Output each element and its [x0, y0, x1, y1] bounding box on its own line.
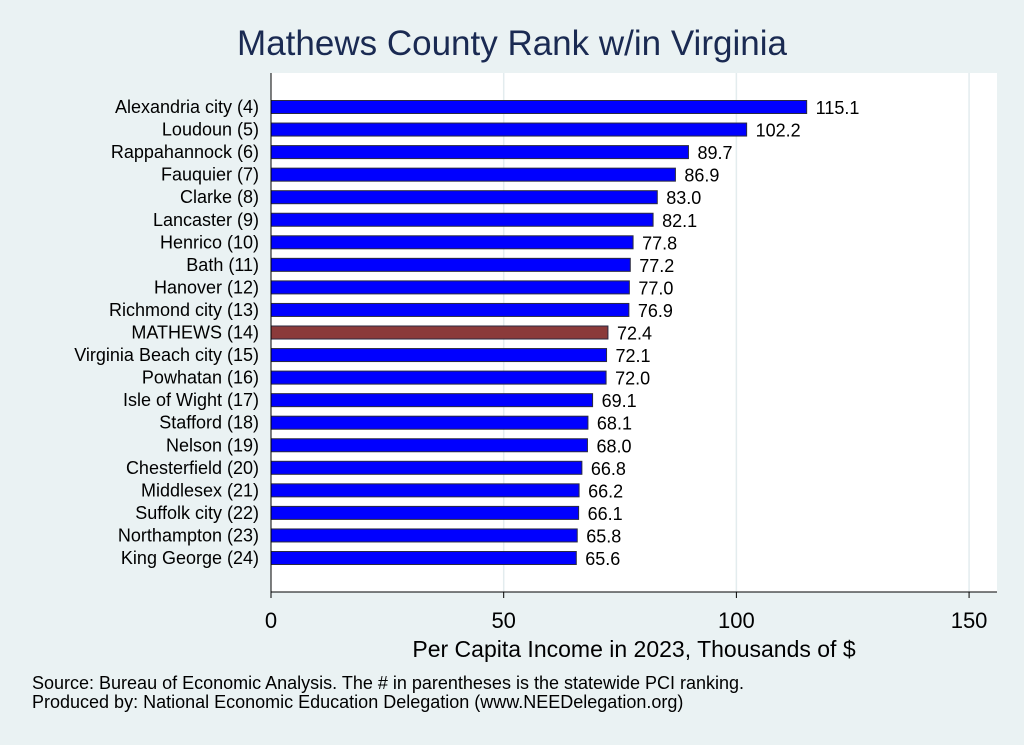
category-label: Rappahannock (6): [111, 142, 259, 162]
x-tick-label: 100: [718, 608, 755, 633]
value-label: 66.1: [588, 504, 623, 524]
category-label: Lancaster (9): [153, 210, 259, 230]
x-axis-title: Per Capita Income in 2023, Thousands of …: [412, 636, 855, 662]
bar: [270, 145, 689, 160]
source-note: Source: Bureau of Economic Analysis. The…: [32, 673, 745, 693]
category-label: Isle of Wight (17): [123, 390, 259, 410]
category-label: Alexandria city (4): [115, 97, 259, 117]
category-label: Nelson (19): [166, 435, 259, 455]
category-label: Virginia Beach city (15): [74, 345, 259, 365]
bar: [270, 483, 580, 498]
value-label: 68.0: [596, 436, 631, 456]
bar: [270, 393, 594, 408]
value-label: 72.4: [617, 324, 652, 344]
value-label: 69.1: [602, 391, 637, 411]
value-label: 65.8: [586, 526, 621, 546]
value-label: 66.2: [588, 481, 623, 501]
value-label: 66.8: [591, 459, 626, 479]
bar: [270, 348, 608, 363]
value-label: 72.1: [616, 346, 651, 366]
bar: [270, 167, 676, 182]
category-label: Clarke (8): [180, 187, 259, 207]
category-label: Chesterfield (20): [126, 458, 259, 478]
x-tick-label: 0: [265, 608, 277, 633]
category-label: Powhatan (16): [142, 368, 259, 388]
value-label: 72.0: [615, 369, 650, 389]
value-label: 89.7: [697, 143, 732, 163]
value-label: 68.1: [597, 414, 632, 434]
bar: [270, 325, 609, 340]
category-label: Bath (11): [186, 255, 259, 275]
category-label: Suffolk city (22): [135, 503, 259, 523]
value-label: 77.0: [638, 278, 673, 298]
bar: [270, 257, 631, 272]
chart-title: Mathews County Rank w/in Virginia: [237, 24, 787, 63]
bar: [270, 460, 583, 475]
category-label: MATHEWS (14): [131, 323, 259, 343]
category-label: Northampton (23): [118, 525, 259, 545]
category-label: Fauquier (7): [161, 165, 259, 185]
category-label: Hanover (12): [154, 277, 259, 297]
value-label: 65.6: [585, 549, 620, 569]
x-tick-label: 50: [491, 608, 515, 633]
bar: [270, 235, 634, 250]
bar: [270, 415, 589, 430]
value-label: 102.2: [756, 121, 801, 141]
bar: [270, 100, 808, 114]
category-label: Loudoun (5): [162, 120, 259, 140]
x-tick-label: 150: [951, 608, 988, 633]
bar: [270, 122, 748, 137]
value-label: 77.8: [642, 233, 677, 253]
bar: [270, 551, 577, 565]
category-label: Henrico (10): [160, 232, 259, 252]
bar: [270, 190, 658, 205]
value-label: 83.0: [666, 188, 701, 208]
category-label: Stafford (18): [159, 413, 259, 433]
bar: [270, 302, 630, 317]
bar: [270, 528, 578, 543]
value-label: 82.1: [662, 211, 697, 231]
value-label: 86.9: [684, 166, 719, 186]
bar: [270, 212, 654, 227]
bar: [270, 505, 580, 520]
category-label: Middlesex (21): [141, 480, 259, 500]
category-label: Richmond city (13): [109, 300, 259, 320]
producer-note: Produced by: National Economic Education…: [32, 692, 684, 712]
bar: [270, 280, 630, 295]
value-label: 115.1: [816, 98, 860, 118]
value-label: 77.2: [639, 256, 674, 276]
bar: [270, 370, 607, 385]
value-label: 76.9: [638, 301, 673, 321]
bar: [270, 438, 588, 453]
category-label: King George (24): [121, 548, 259, 568]
